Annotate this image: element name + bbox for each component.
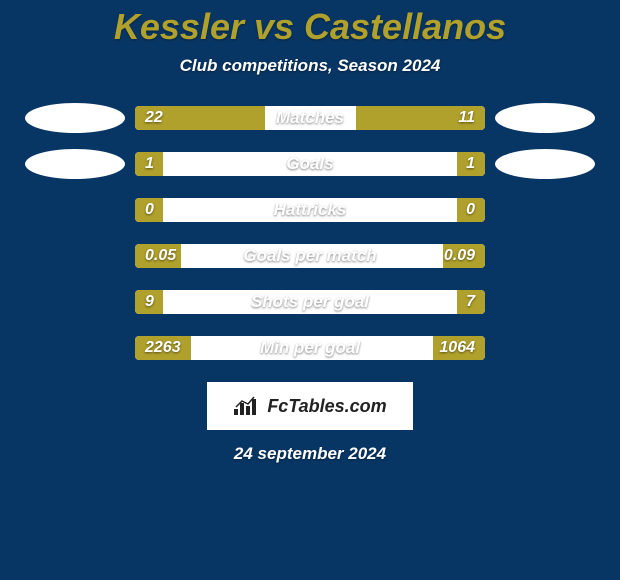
stat-value-left: 0 [135,198,164,222]
player-marker-right [495,149,595,179]
stat-value-right: 7 [456,290,485,314]
stat-label: Goals [135,152,485,176]
stat-row: Hattricks0 0 [0,198,620,222]
stat-bar: Hattricks0 0 [135,198,485,222]
placeholder [25,195,125,225]
stat-label: Hattricks [135,198,485,222]
stats-container: Matches2211Goals11Hattricks00Goals per m… [0,106,620,360]
stat-value-right: 1 [456,152,485,176]
stat-value-left: 2263 [135,336,191,360]
date-text: 24 september 2024 [0,444,620,464]
stat-value-left: 1 [135,152,164,176]
stat-label: Shots per goal [135,290,485,314]
stat-bar: Min per goal22631064 [135,336,485,360]
stat-bar: Goals1 1 [135,152,485,176]
bar-chart-icon [233,395,261,417]
placeholder [25,333,125,363]
player-marker-left [25,149,125,179]
logo-text: FcTables.com [267,396,386,417]
stat-value-left: 9 [135,290,164,314]
stat-row: Matches22 11 [0,106,620,130]
page-title: Kessler vs Castellanos [0,0,620,48]
player-marker-left [25,103,125,133]
placeholder [495,287,595,317]
placeholder [495,195,595,225]
stat-value-right: 1064 [429,336,485,360]
stat-value-left: 0.05 [135,244,186,268]
stat-value-right: 0.09 [434,244,485,268]
placeholder [495,333,595,363]
placeholder [25,241,125,271]
stat-bar: Matches22 11 [135,106,485,130]
logo-box: FcTables.com [207,382,413,430]
stat-row: Min per goal22631064 [0,336,620,360]
page-subtitle: Club competitions, Season 2024 [0,56,620,76]
stat-value-right: 11 [448,106,485,130]
stat-label: Matches [135,106,485,130]
stat-value-left: 22 [135,106,173,130]
stat-label: Goals per match [135,244,485,268]
stat-row: Goals per match0.05 0.09 [0,244,620,268]
placeholder [495,241,595,271]
player-marker-right [495,103,595,133]
stat-row: Goals1 1 [0,152,620,176]
stat-bar: Goals per match0.05 0.09 [135,244,485,268]
stat-row: Shots per goal9 7 [0,290,620,314]
stat-bar: Shots per goal9 7 [135,290,485,314]
placeholder [25,287,125,317]
stat-value-right: 0 [456,198,485,222]
